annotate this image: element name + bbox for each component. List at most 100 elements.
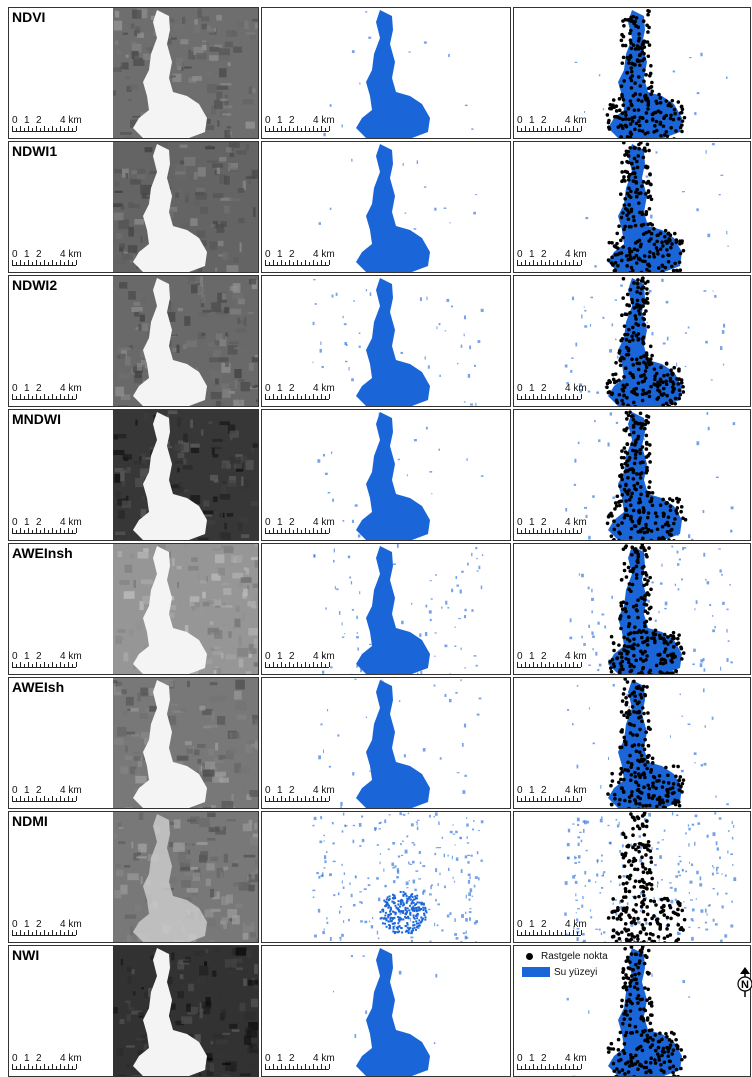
index-label: NDWI1 <box>12 143 57 159</box>
scale-bar-ruler <box>265 394 329 400</box>
scale-tick-label: 2 <box>289 115 295 126</box>
scale-tick-label: 4 km <box>565 517 587 528</box>
scale-tick-label: 4 km <box>565 919 587 930</box>
scale-tick-label: 2 <box>36 651 42 662</box>
scale-tick-label: 0 <box>265 249 271 260</box>
scale-tick-label: 0 <box>517 1053 523 1064</box>
index-label: AWEIsh <box>12 679 64 695</box>
index-label: NDWI2 <box>12 277 57 293</box>
water-mask <box>262 812 511 943</box>
scale-bar-ruler <box>12 394 76 400</box>
scale-tick-label: 0 <box>265 115 271 126</box>
scale-tick-label: 1 <box>24 651 30 662</box>
scale-tick-label: 1 <box>529 115 535 126</box>
scale-bar-ruler <box>517 662 581 668</box>
scale-tick-label: 0 <box>12 651 18 662</box>
legend-water-swatch <box>522 967 550 977</box>
scale-tick-label: 1 <box>277 383 283 394</box>
scale-bar-ruler <box>12 796 76 802</box>
scale-bar-ruler <box>12 662 76 668</box>
index-label: NDMI <box>12 813 48 829</box>
scale-bar-ruler <box>265 260 329 266</box>
index-label: NDVI <box>12 9 45 25</box>
scale-bar-ruler <box>265 1064 329 1070</box>
scale-tick-label: 4 km <box>60 517 82 528</box>
scale-tick-label: 2 <box>36 115 42 126</box>
scale-tick-label: 4 km <box>565 115 587 126</box>
scale-bar-ruler <box>265 662 329 668</box>
scale-bar-ruler <box>265 528 329 534</box>
scale-tick-label: 4 km <box>565 785 587 796</box>
scale-tick-label: 2 <box>36 249 42 260</box>
scale-tick-label: 0 <box>265 651 271 662</box>
scale-tick-label: 2 <box>541 785 547 796</box>
scale-tick-label: 0 <box>517 115 523 126</box>
index-label: NWI <box>12 947 39 963</box>
scale-tick-label: 0 <box>517 651 523 662</box>
scale-tick-label: 2 <box>36 919 42 930</box>
scale-tick-label: 4 km <box>313 1053 335 1064</box>
scale-tick-label: 2 <box>36 785 42 796</box>
legend-water-label: Su yüzeyi <box>554 967 597 978</box>
scale-tick-label: 2 <box>36 517 42 528</box>
scale-tick-label: 1 <box>277 517 283 528</box>
scale-tick-label: 4 km <box>313 383 335 394</box>
scale-tick-label: 1 <box>529 785 535 796</box>
scale-tick-label: 2 <box>289 383 295 394</box>
scale-tick-label: 4 km <box>565 249 587 260</box>
scale-tick-label: 0 <box>12 1053 18 1064</box>
scale-tick-label: 1 <box>277 249 283 260</box>
scale-bar-ruler <box>265 126 329 132</box>
scale-tick-label: 4 km <box>60 651 82 662</box>
scale-bar-ruler <box>517 126 581 132</box>
scale-tick-label: 0 <box>517 785 523 796</box>
scale-tick-label: 2 <box>36 383 42 394</box>
scale-tick-label: 2 <box>289 517 295 528</box>
scale-tick-label: 2 <box>289 249 295 260</box>
scale-tick-label: 4 km <box>565 651 587 662</box>
scale-bar-ruler <box>12 1064 76 1070</box>
scale-tick-label: 2 <box>289 651 295 662</box>
scale-tick-label: 1 <box>24 249 30 260</box>
scale-tick-label: 0 <box>12 517 18 528</box>
scale-tick-label: 2 <box>541 919 547 930</box>
legend-point-label: Rastgele nokta <box>541 951 608 962</box>
scale-tick-label: 1 <box>277 115 283 126</box>
scale-tick-label: 2 <box>541 115 547 126</box>
scale-tick-label: 2 <box>541 517 547 528</box>
scale-tick-label: 4 km <box>60 919 82 930</box>
scale-bar-ruler <box>517 796 581 802</box>
scale-tick-label: 4 km <box>313 115 335 126</box>
scale-tick-label: 1 <box>24 383 30 394</box>
water-mask-panel <box>261 811 511 943</box>
scale-tick-label: 0 <box>12 785 18 796</box>
